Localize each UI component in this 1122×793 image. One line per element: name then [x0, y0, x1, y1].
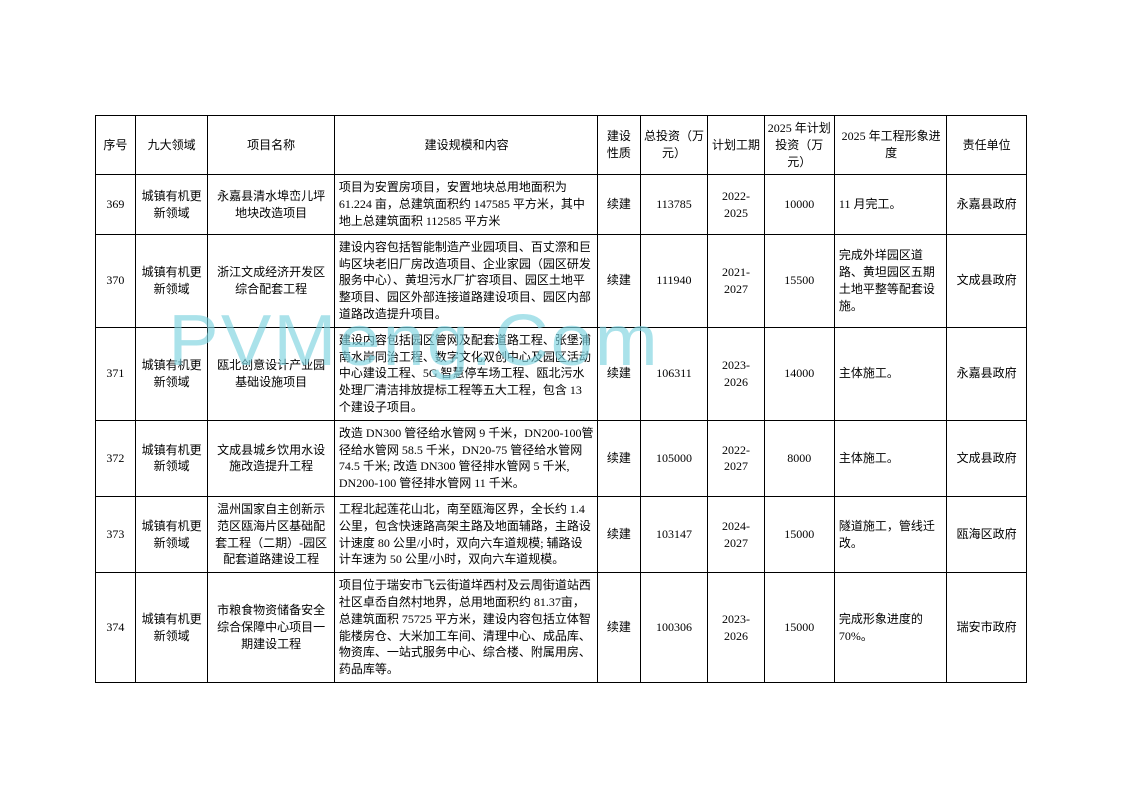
project-table: 序号 九大领域 项目名称 建设规模和内容 建设性质 总投资（万元） 计划工期 2…	[95, 115, 1027, 683]
cell-domain: 城镇有机更新领域	[135, 234, 208, 327]
cell-nature: 续建	[598, 175, 640, 234]
cell-unit: 瑞安市政府	[947, 573, 1027, 683]
cell-plan: 14000	[764, 327, 834, 420]
cell-domain: 城镇有机更新领域	[135, 175, 208, 234]
header-name: 项目名称	[208, 116, 334, 175]
cell-content: 工程北起莲花山北，南至瓯海区界，全长约 1.4公里，包含快速路高架主路及地面辅路…	[334, 496, 597, 572]
cell-nature: 续建	[598, 573, 640, 683]
cell-seq: 372	[96, 420, 136, 496]
cell-content: 项目位于瑞安市飞云街道垟西村及云周街道站西社区卓岙自然村地界，总用地面积约 81…	[334, 573, 597, 683]
cell-unit: 永嘉县政府	[947, 175, 1027, 234]
cell-name: 瓯北创意设计产业园基础设施项目	[208, 327, 334, 420]
cell-period: 2022-2027	[708, 420, 764, 496]
cell-plan: 15000	[764, 573, 834, 683]
cell-progress: 隧道施工，管线迁改。	[834, 496, 946, 572]
cell-period: 2023-2026	[708, 327, 764, 420]
table-row: 373城镇有机更新领域温州国家自主创新示范区瓯海片区基础配套工程（二期）-园区配…	[96, 496, 1027, 572]
cell-domain: 城镇有机更新领域	[135, 420, 208, 496]
cell-period: 2021-2027	[708, 234, 764, 327]
cell-nature: 续建	[598, 420, 640, 496]
cell-invest: 113785	[640, 175, 708, 234]
header-seq: 序号	[96, 116, 136, 175]
cell-unit: 文成县政府	[947, 234, 1027, 327]
cell-progress: 完成外垟园区道路、黄坦园区五期土地平整等配套设施。	[834, 234, 946, 327]
cell-content: 项目为安置房项目，安置地块总用地面积为61.224 亩，总建筑面积约 14758…	[334, 175, 597, 234]
cell-plan: 10000	[764, 175, 834, 234]
cell-plan: 15500	[764, 234, 834, 327]
table-row: 369城镇有机更新领域永嘉县清水埠峦儿坪地块改造项目项目为安置房项目，安置地块总…	[96, 175, 1027, 234]
cell-nature: 续建	[598, 234, 640, 327]
header-plan: 2025 年计划投资（万元）	[764, 116, 834, 175]
header-nature: 建设性质	[598, 116, 640, 175]
header-progress: 2025 年工程形象进度	[834, 116, 946, 175]
cell-invest: 105000	[640, 420, 708, 496]
table-row: 374城镇有机更新领域市粮食物资储备安全综合保障中心项目一期建设工程项目位于瑞安…	[96, 573, 1027, 683]
cell-unit: 永嘉县政府	[947, 327, 1027, 420]
cell-progress: 完成形象进度的70%。	[834, 573, 946, 683]
header-period: 计划工期	[708, 116, 764, 175]
cell-seq: 370	[96, 234, 136, 327]
cell-nature: 续建	[598, 496, 640, 572]
cell-name: 浙江文成经济开发区综合配套工程	[208, 234, 334, 327]
cell-seq: 373	[96, 496, 136, 572]
cell-period: 2022-2025	[708, 175, 764, 234]
table-body: 369城镇有机更新领域永嘉县清水埠峦儿坪地块改造项目项目为安置房项目，安置地块总…	[96, 175, 1027, 683]
cell-content: 建设内容包括园区管网及配套道路工程、张堡浦南水岸同治工程、数字文化双创中心及园区…	[334, 327, 597, 420]
cell-domain: 城镇有机更新领域	[135, 327, 208, 420]
cell-unit: 文成县政府	[947, 420, 1027, 496]
cell-progress: 主体施工。	[834, 420, 946, 496]
cell-invest: 106311	[640, 327, 708, 420]
cell-invest: 103147	[640, 496, 708, 572]
header-domain: 九大领域	[135, 116, 208, 175]
cell-content: 改造 DN300 管径给水管网 9 千米，DN200-100管径给水管网 58.…	[334, 420, 597, 496]
cell-nature: 续建	[598, 327, 640, 420]
cell-period: 2023-2026	[708, 573, 764, 683]
cell-seq: 369	[96, 175, 136, 234]
cell-unit: 瓯海区政府	[947, 496, 1027, 572]
cell-invest: 100306	[640, 573, 708, 683]
cell-name: 温州国家自主创新示范区瓯海片区基础配套工程（二期）-园区配套道路建设工程	[208, 496, 334, 572]
cell-domain: 城镇有机更新领域	[135, 496, 208, 572]
cell-plan: 8000	[764, 420, 834, 496]
header-invest: 总投资（万元）	[640, 116, 708, 175]
cell-name: 永嘉县清水埠峦儿坪地块改造项目	[208, 175, 334, 234]
header-content: 建设规模和内容	[334, 116, 597, 175]
table-row: 372城镇有机更新领域文成县城乡饮用水设施改造提升工程改造 DN300 管径给水…	[96, 420, 1027, 496]
table-row: 370城镇有机更新领域浙江文成经济开发区综合配套工程建设内容包括智能制造产业园项…	[96, 234, 1027, 327]
cell-progress: 主体施工。	[834, 327, 946, 420]
cell-plan: 15000	[764, 496, 834, 572]
cell-domain: 城镇有机更新领域	[135, 573, 208, 683]
cell-name: 文成县城乡饮用水设施改造提升工程	[208, 420, 334, 496]
cell-content: 建设内容包括智能制造产业园项目、百丈漈和巨屿区块老旧厂房改造项目、企业家园（园区…	[334, 234, 597, 327]
cell-seq: 374	[96, 573, 136, 683]
header-row: 序号 九大领域 项目名称 建设规模和内容 建设性质 总投资（万元） 计划工期 2…	[96, 116, 1027, 175]
table-row: 371城镇有机更新领域瓯北创意设计产业园基础设施项目建设内容包括园区管网及配套道…	[96, 327, 1027, 420]
cell-period: 2024-2027	[708, 496, 764, 572]
cell-invest: 111940	[640, 234, 708, 327]
header-unit: 责任单位	[947, 116, 1027, 175]
cell-seq: 371	[96, 327, 136, 420]
cell-progress: 11 月完工。	[834, 175, 946, 234]
cell-name: 市粮食物资储备安全综合保障中心项目一期建设工程	[208, 573, 334, 683]
